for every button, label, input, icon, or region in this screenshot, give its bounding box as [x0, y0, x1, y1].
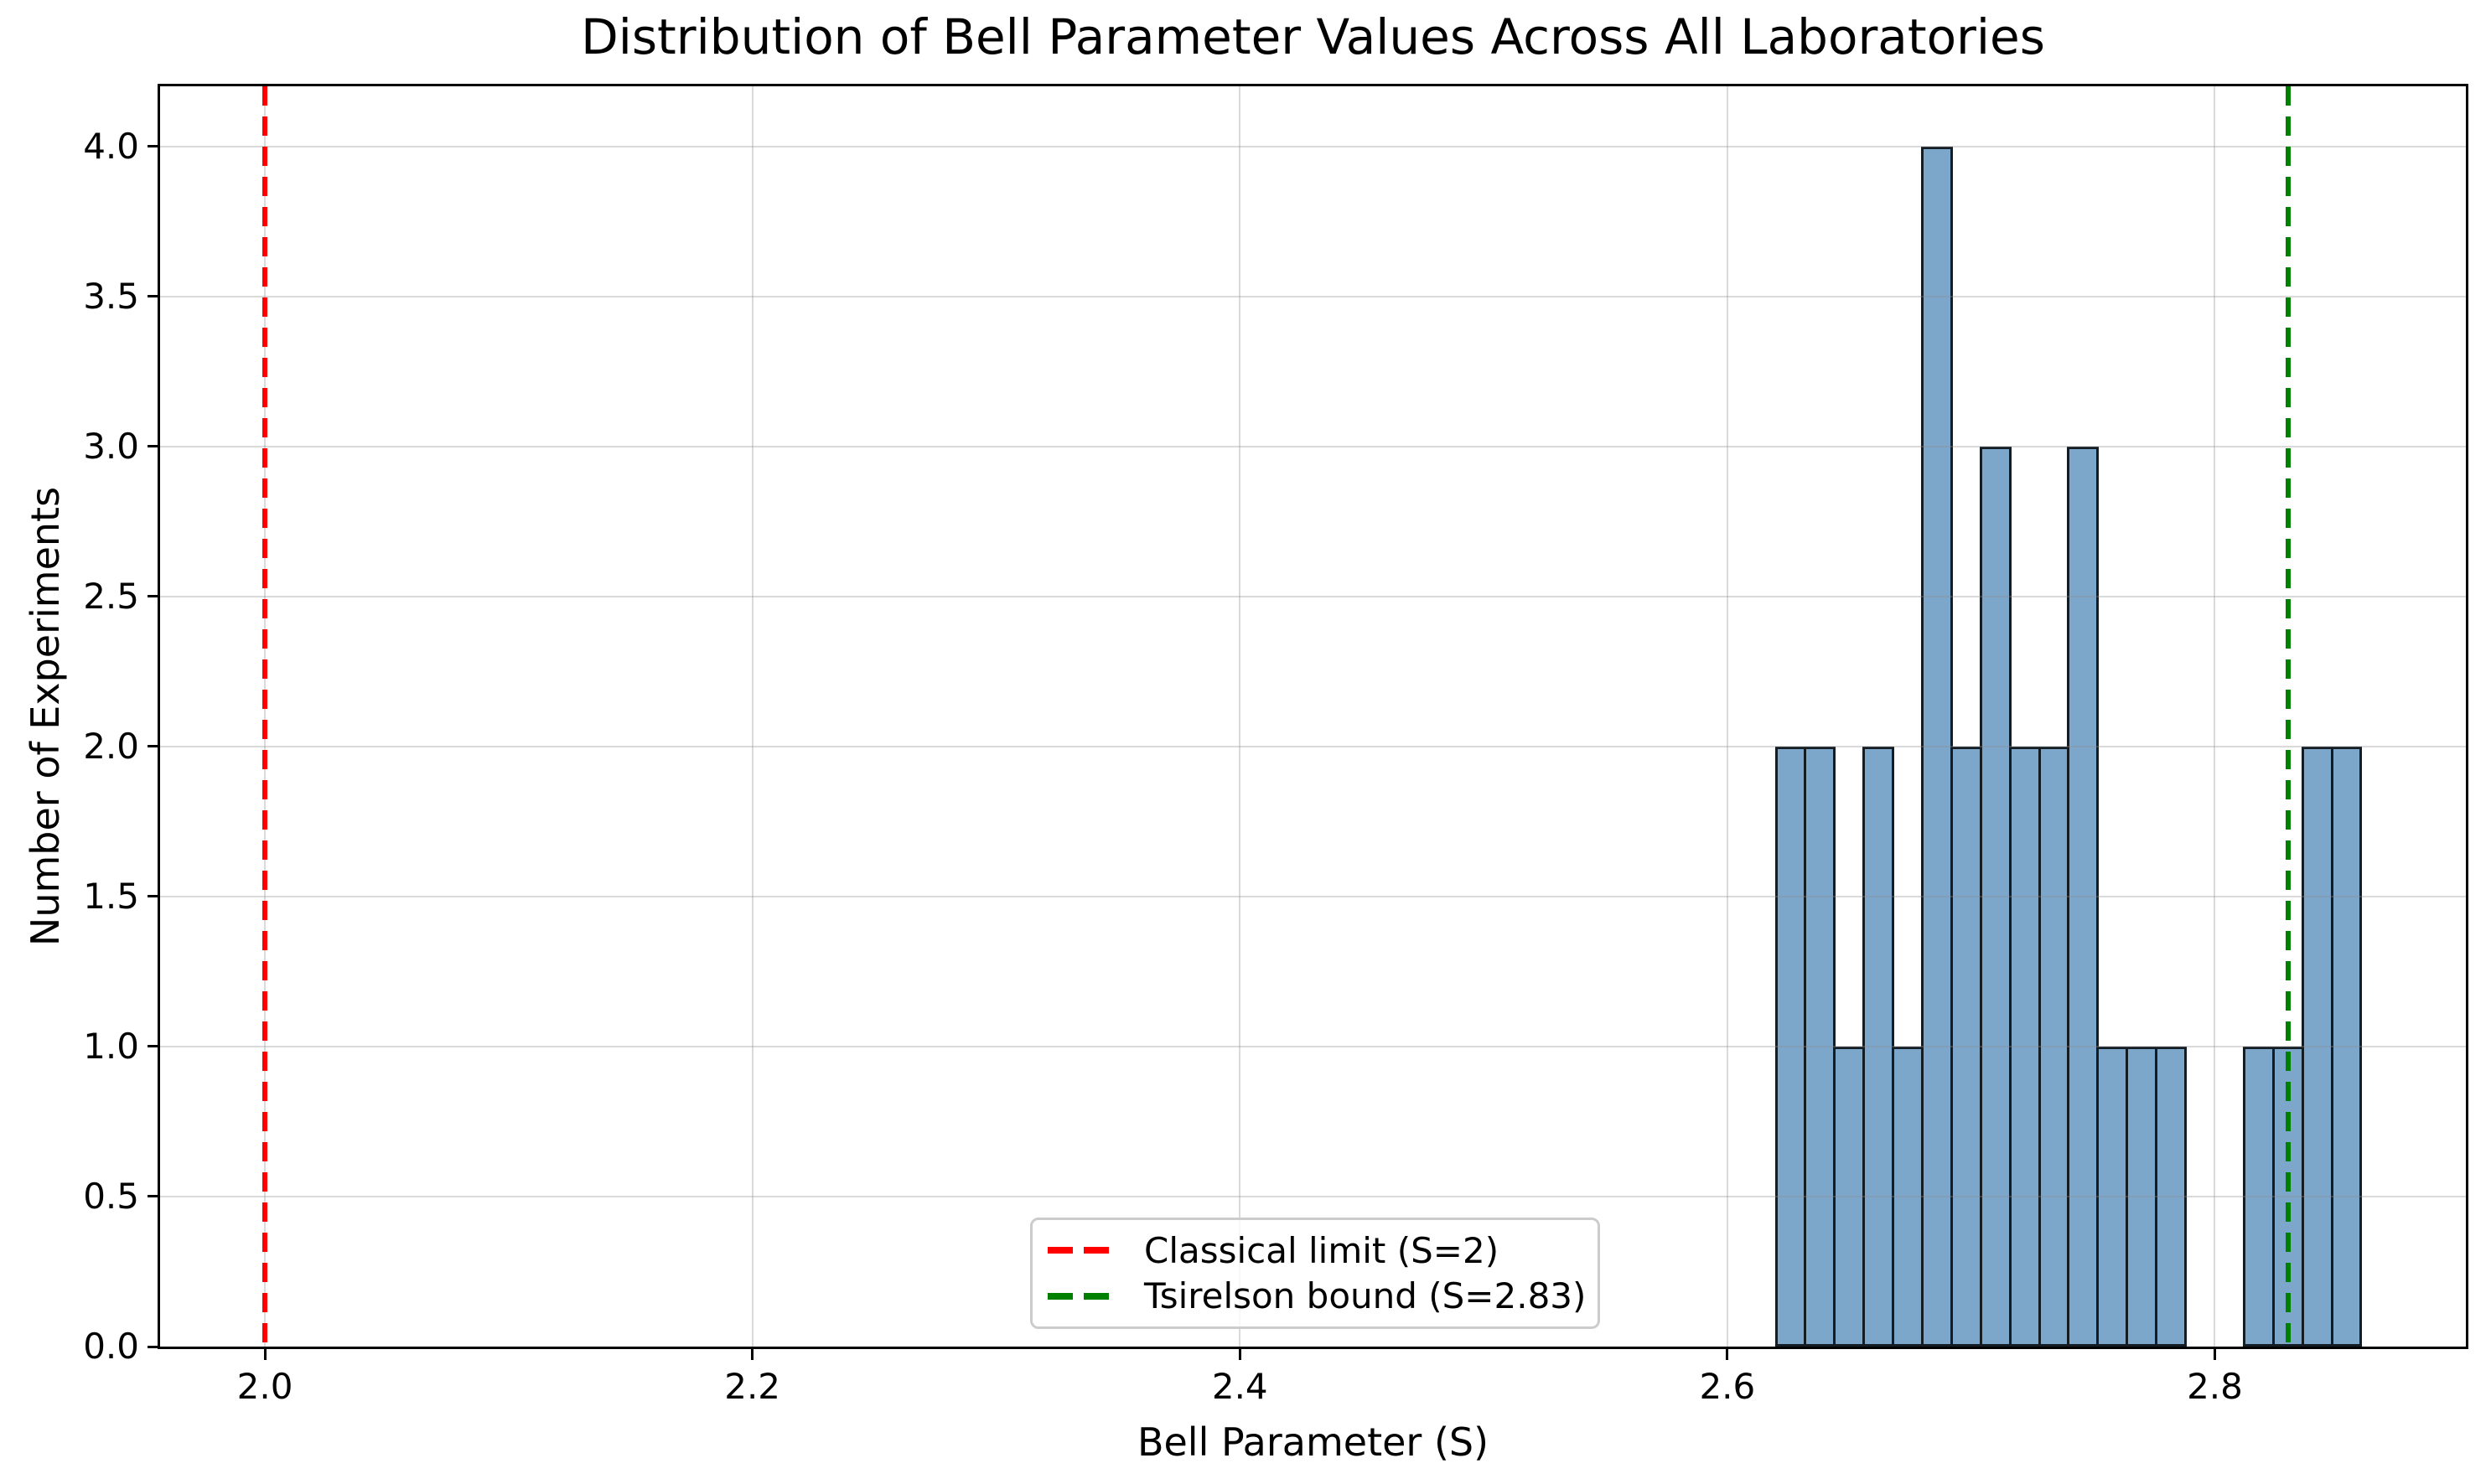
classical-limit-line: [262, 86, 268, 1347]
y-gridline-3.0: [160, 445, 2466, 447]
y-tick-label-3.0: 3.0: [83, 425, 139, 467]
y-tick-mark-0.0: [148, 1345, 158, 1348]
legend: Classical limit (S=2) Tsirelson bound (S=…: [1030, 1218, 1600, 1329]
histogram-bar-13: [2155, 1046, 2188, 1347]
y-tick-mark-2.5: [148, 595, 158, 598]
legend-label: Tsirelson bound (S=2.83): [1144, 1275, 1587, 1317]
x-tick-mark-2.6: [1726, 1349, 1729, 1360]
y-tick-label-0.0: 0.0: [83, 1326, 139, 1367]
x-tick-label-2.6: 2.6: [1699, 1366, 1756, 1407]
x-tick-mark-2.0: [263, 1349, 267, 1360]
y-tick-mark-3.0: [148, 445, 158, 448]
y-gridline-2.5: [160, 595, 2466, 597]
histogram-bar-19: [2330, 746, 2363, 1347]
x-axis-label: Bell Parameter (S): [1137, 1419, 1489, 1465]
histogram-bar-0: [1774, 746, 1807, 1347]
x-tick-label-2.8: 2.8: [2187, 1366, 2243, 1407]
y-tick-mark-1.0: [148, 1045, 158, 1048]
x-gridline-2.6: [1726, 86, 1728, 1347]
x-gridline-2.4: [1239, 86, 1241, 1347]
y-gridline-4.0: [160, 145, 2466, 147]
y-tick-mark-4.0: [148, 145, 158, 148]
y-tick-label-1.0: 1.0: [83, 1025, 139, 1067]
histogram-bar-3: [1862, 746, 1895, 1347]
red-dashed-line-sample: [1048, 1247, 1111, 1254]
legend-item-classical-limit: Classical limit (S=2): [1048, 1230, 1598, 1271]
y-tick-label-1.5: 1.5: [83, 875, 139, 917]
y-tick-label-0.5: 0.5: [83, 1175, 139, 1217]
y-gridline-1.5: [160, 895, 2466, 897]
x-tick-mark-2.4: [1238, 1349, 1241, 1360]
green-dashed-line-sample: [1048, 1292, 1111, 1300]
y-tick-label-2.5: 2.5: [83, 575, 139, 617]
y-axis-label: Number of Experiments: [23, 486, 68, 947]
x-tick-label-2.4: 2.4: [1211, 1366, 1268, 1407]
y-tick-label-2.0: 2.0: [83, 725, 139, 767]
histogram-bar-18: [2301, 746, 2333, 1347]
y-gridline-1.0: [160, 1045, 2466, 1047]
x-tick-mark-2.2: [751, 1349, 754, 1360]
y-tick-label-3.5: 3.5: [83, 275, 139, 317]
x-gridline-2.2: [751, 86, 754, 1347]
y-gridline-2.0: [160, 745, 2466, 747]
y-gridline-0.5: [160, 1195, 2466, 1197]
x-tick-mark-2.8: [2213, 1349, 2216, 1360]
histogram-bar-4: [1892, 1046, 1924, 1347]
x-tick-label-2.0: 2.0: [236, 1366, 293, 1407]
y-tick-label-4.0: 4.0: [83, 125, 139, 167]
x-gridline-2.8: [2214, 86, 2216, 1347]
y-tick-mark-1.5: [148, 895, 158, 898]
chart-title: Distribution of Bell Parameter Values Ac…: [581, 8, 2045, 65]
y-tick-mark-2.0: [148, 745, 158, 748]
y-gridline-3.5: [160, 295, 2466, 297]
x-tick-label-2.2: 2.2: [724, 1366, 781, 1407]
legend-item-tsirelson-bound: Tsirelson bound (S=2.83): [1048, 1275, 1598, 1316]
y-tick-mark-3.5: [148, 295, 158, 298]
tsirelson-bound-line: [2285, 86, 2291, 1347]
y-tick-mark-0.5: [148, 1195, 158, 1198]
plot-area: [158, 84, 2468, 1349]
histogram-bar-10: [2067, 446, 2100, 1347]
legend-label: Classical limit (S=2): [1144, 1229, 1499, 1271]
